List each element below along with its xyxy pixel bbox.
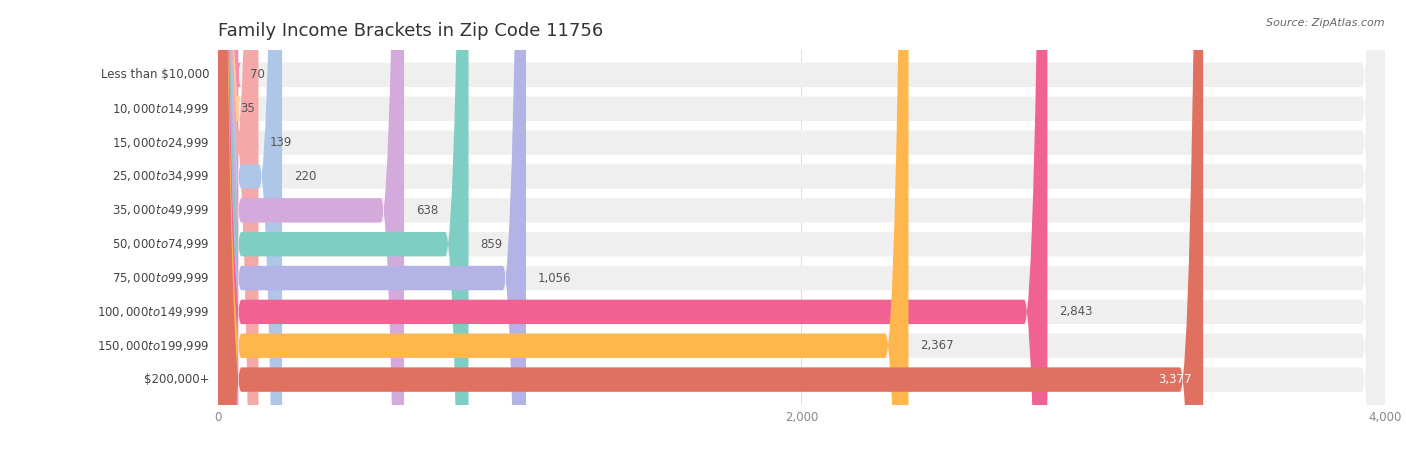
FancyBboxPatch shape	[218, 0, 1385, 450]
Text: $50,000 to $74,999: $50,000 to $74,999	[111, 237, 209, 251]
FancyBboxPatch shape	[218, 0, 1385, 450]
Text: 2,367: 2,367	[920, 339, 953, 352]
FancyBboxPatch shape	[218, 0, 1385, 450]
FancyBboxPatch shape	[218, 0, 468, 450]
Text: 1,056: 1,056	[537, 271, 571, 284]
Text: 3,377: 3,377	[1159, 373, 1191, 386]
Text: $25,000 to $34,999: $25,000 to $34,999	[111, 170, 209, 184]
Text: $100,000 to $149,999: $100,000 to $149,999	[97, 305, 209, 319]
Text: $15,000 to $24,999: $15,000 to $24,999	[111, 135, 209, 149]
Text: $150,000 to $199,999: $150,000 to $199,999	[97, 339, 209, 353]
Text: Family Income Brackets in Zip Code 11756: Family Income Brackets in Zip Code 11756	[218, 22, 603, 40]
Text: 70: 70	[250, 68, 264, 81]
FancyBboxPatch shape	[218, 0, 1385, 450]
FancyBboxPatch shape	[215, 0, 242, 450]
FancyBboxPatch shape	[218, 0, 404, 450]
FancyBboxPatch shape	[218, 0, 1385, 450]
FancyBboxPatch shape	[218, 0, 526, 450]
FancyBboxPatch shape	[218, 0, 908, 450]
FancyBboxPatch shape	[218, 0, 259, 450]
FancyBboxPatch shape	[205, 0, 242, 450]
FancyBboxPatch shape	[218, 0, 1047, 450]
Text: $200,000+: $200,000+	[143, 373, 209, 386]
FancyBboxPatch shape	[218, 0, 1385, 450]
Text: 220: 220	[294, 170, 316, 183]
FancyBboxPatch shape	[218, 0, 1385, 450]
Text: $35,000 to $49,999: $35,000 to $49,999	[111, 203, 209, 217]
FancyBboxPatch shape	[218, 0, 1204, 450]
Text: $75,000 to $99,999: $75,000 to $99,999	[111, 271, 209, 285]
Text: 2,843: 2,843	[1059, 306, 1092, 319]
Text: 35: 35	[240, 102, 254, 115]
Text: 859: 859	[481, 238, 502, 251]
Text: 638: 638	[416, 204, 439, 217]
Text: $10,000 to $14,999: $10,000 to $14,999	[111, 102, 209, 116]
Text: 139: 139	[270, 136, 292, 149]
FancyBboxPatch shape	[218, 0, 1385, 450]
FancyBboxPatch shape	[218, 0, 1385, 450]
FancyBboxPatch shape	[218, 0, 283, 450]
Text: Source: ZipAtlas.com: Source: ZipAtlas.com	[1267, 18, 1385, 28]
Text: Less than $10,000: Less than $10,000	[101, 68, 209, 81]
FancyBboxPatch shape	[218, 0, 1385, 450]
